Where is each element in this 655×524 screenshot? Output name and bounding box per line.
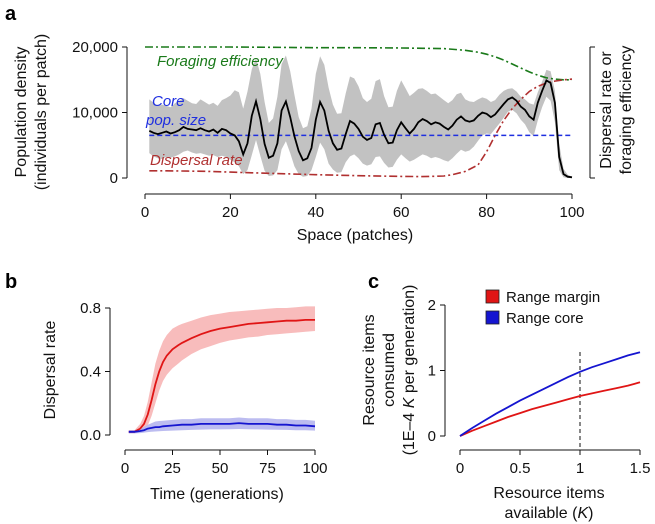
panel-b-x-tick-label: 50 <box>212 460 229 477</box>
core-annotation-line2: pop. size <box>145 112 206 129</box>
panel-b-y-tick-label: 0.8 <box>80 300 101 317</box>
panel-a-right-ylabel-line1: Dispersal rate or <box>598 51 615 169</box>
panel-c-ylabel-line1: Resource items <box>361 314 378 425</box>
panel-c-xlabel-line1: Resource items <box>493 485 604 502</box>
density-mean-line <box>148 79 573 179</box>
panel-c-y-tick-label: 0 <box>428 428 436 445</box>
panel-a-x-tick-label: 60 <box>393 204 410 221</box>
panel-b-axes: 0 25 50 75 100 0.0 0.4 0.8 <box>80 300 327 477</box>
panel-b-xlabel: Time (generations) <box>150 486 284 503</box>
dispersal-rate-line <box>149 78 573 178</box>
density-band-area <box>149 55 573 178</box>
panel-a-ylabel-line1: Population density <box>13 47 30 178</box>
panel-b-band-core <box>128 417 315 434</box>
panel-a-x-tick-label: 80 <box>478 204 495 221</box>
legend-swatch-core <box>485 310 500 325</box>
panel-c-xlabel-line2: available (K) <box>505 505 594 522</box>
panel-c-y-tick-label: 1 <box>428 363 436 380</box>
panel-b-lines <box>128 319 316 433</box>
legend-swatch-margin <box>485 289 500 304</box>
panel-c-y-tick-label: 2 <box>428 297 436 314</box>
panel-c-axes: 0 0.5 1 1.5 0 1 2 <box>428 297 651 477</box>
panel-b-label: b <box>5 271 17 293</box>
panel-a-ylabel-line2: (individuals per patch) <box>33 34 50 191</box>
panel-a-x-tick-label: 20 <box>222 204 239 221</box>
panel-a-y-tick-label: 10,000 <box>72 105 118 122</box>
panel-b-x-tick-label: 0 <box>121 460 129 477</box>
panel-b-y-tick-label: 0.4 <box>80 364 101 381</box>
panel-a-y-tick-label: 0 <box>110 170 118 187</box>
legend-label-core: Range core <box>506 310 584 327</box>
panel-c-ylabel-line2: consumed <box>381 333 398 407</box>
panel-b-ylabel: Dispersal rate <box>42 321 59 420</box>
panel-b-x-tick-label: 75 <box>259 460 276 477</box>
panel-c: c 0 0.5 1 1.5 0 1 2 Range margin Range core Re… <box>361 271 650 522</box>
panel-b-line-margin <box>128 319 315 433</box>
panel-b-line-core <box>128 422 316 433</box>
panel-c-ylabel-line3: (1E–4 K per generation) <box>401 285 418 456</box>
panel-a: a 0 20 40 60 80 100 0 10,000 20,000 Foraging eff… <box>5 3 635 244</box>
panel-b-x-tick-label: 100 <box>302 460 327 477</box>
panel-a-axes: 0 20 40 60 80 100 0 10,000 20,000 <box>72 39 595 221</box>
panel-c-label: c <box>368 271 379 293</box>
panel-c-x-tick-label: 0 <box>456 460 464 477</box>
foraging-efficiency-line <box>145 46 572 81</box>
panel-c-line-margin <box>459 381 641 437</box>
panel-c-x-tick-label: 0.5 <box>510 460 531 477</box>
panel-c-x-tick-label: 1.5 <box>630 460 651 477</box>
panel-b-y-tick-label: 0.0 <box>80 427 101 444</box>
panel-c-legend: Range margin Range core <box>485 289 600 327</box>
dispersal-annotation: Dispersal rate <box>150 152 243 169</box>
panel-a-label: a <box>5 3 17 25</box>
panel-b: b 0 25 50 75 100 0.0 0.4 0.8 Time (generations)… <box>5 271 328 503</box>
panel-b-band-margin <box>128 306 315 434</box>
panel-b-x-tick-label: 25 <box>164 460 181 477</box>
panel-c-line-core <box>459 351 641 437</box>
core-annotation-line1: Core <box>152 93 185 110</box>
panel-c-x-tick-label: 1 <box>576 460 584 477</box>
panel-b-bands <box>128 306 315 434</box>
panel-a-x-tick-label: 40 <box>307 204 324 221</box>
panel-a-xlabel: Space (patches) <box>297 227 414 244</box>
panel-a-right-ylabel-line2: foraging efficiency <box>618 46 635 175</box>
panel-a-lines <box>145 46 573 179</box>
panel-a-y-tick-label: 20,000 <box>72 39 118 56</box>
panel-a-x-tick-label: 100 <box>559 204 584 221</box>
legend-label-margin: Range margin <box>506 289 600 306</box>
panel-a-x-tick-label: 0 <box>141 204 149 221</box>
density-range-band <box>149 55 573 178</box>
panel-c-lines <box>459 351 641 449</box>
foraging-annotation: Foraging efficiency <box>157 53 284 70</box>
